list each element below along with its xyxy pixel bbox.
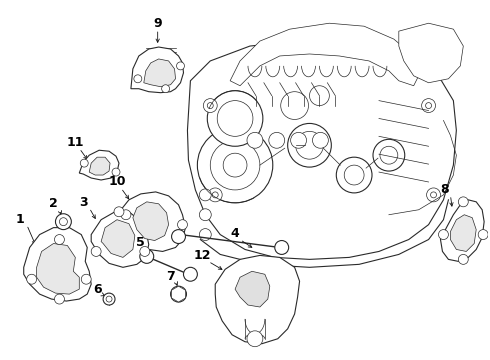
Circle shape <box>114 207 124 217</box>
Circle shape <box>212 192 218 198</box>
Text: 7: 7 <box>166 270 175 283</box>
Circle shape <box>344 165 364 185</box>
Polygon shape <box>450 215 476 251</box>
Polygon shape <box>101 220 135 257</box>
Circle shape <box>140 247 150 256</box>
Text: 2: 2 <box>49 197 58 210</box>
Circle shape <box>431 192 437 198</box>
Circle shape <box>199 189 211 201</box>
Circle shape <box>172 230 185 243</box>
Circle shape <box>59 218 68 226</box>
Circle shape <box>174 290 182 298</box>
Circle shape <box>26 274 37 284</box>
Circle shape <box>162 85 170 93</box>
Circle shape <box>54 294 64 304</box>
Circle shape <box>373 139 405 171</box>
Circle shape <box>427 188 441 202</box>
Polygon shape <box>230 23 418 86</box>
Polygon shape <box>215 255 299 344</box>
Polygon shape <box>441 200 484 261</box>
Circle shape <box>80 159 88 167</box>
Polygon shape <box>79 150 119 180</box>
Text: 8: 8 <box>440 184 449 197</box>
Text: 6: 6 <box>93 283 101 296</box>
Circle shape <box>336 157 372 193</box>
Circle shape <box>106 296 112 302</box>
Circle shape <box>421 99 436 113</box>
Circle shape <box>313 132 328 148</box>
Circle shape <box>134 75 142 83</box>
Text: 1: 1 <box>15 213 24 226</box>
Circle shape <box>426 103 432 109</box>
Text: 3: 3 <box>79 196 88 209</box>
Text: 4: 4 <box>231 227 240 240</box>
Circle shape <box>458 255 468 264</box>
Circle shape <box>103 293 115 305</box>
Polygon shape <box>24 228 91 301</box>
Circle shape <box>199 209 211 221</box>
Circle shape <box>217 100 253 136</box>
Circle shape <box>54 235 64 244</box>
Circle shape <box>295 131 323 159</box>
Circle shape <box>439 230 448 239</box>
Circle shape <box>140 249 154 264</box>
Circle shape <box>176 62 184 70</box>
Circle shape <box>288 123 331 167</box>
Circle shape <box>310 86 329 105</box>
Circle shape <box>171 286 187 302</box>
Circle shape <box>208 188 222 202</box>
Circle shape <box>199 229 211 240</box>
Circle shape <box>207 91 263 146</box>
Text: 11: 11 <box>67 136 84 149</box>
Polygon shape <box>235 271 270 307</box>
Circle shape <box>81 274 91 284</box>
Circle shape <box>223 153 247 177</box>
Circle shape <box>275 240 289 255</box>
Circle shape <box>121 210 131 220</box>
Polygon shape <box>399 23 464 83</box>
Text: 9: 9 <box>153 17 162 30</box>
Circle shape <box>281 92 309 120</box>
Polygon shape <box>188 41 456 260</box>
Circle shape <box>197 127 273 203</box>
Circle shape <box>203 99 217 113</box>
Circle shape <box>183 267 197 281</box>
Circle shape <box>55 214 72 230</box>
Polygon shape <box>131 47 183 93</box>
Circle shape <box>177 220 188 230</box>
Circle shape <box>91 247 101 256</box>
Polygon shape <box>89 157 110 175</box>
Text: 10: 10 <box>108 175 126 189</box>
Circle shape <box>478 230 488 239</box>
Circle shape <box>247 132 263 148</box>
Polygon shape <box>133 202 169 240</box>
Circle shape <box>207 103 213 109</box>
Text: 5: 5 <box>136 236 145 249</box>
Circle shape <box>380 146 398 164</box>
Polygon shape <box>121 192 185 251</box>
Circle shape <box>247 331 263 347</box>
Circle shape <box>291 132 307 148</box>
Polygon shape <box>144 59 175 87</box>
Circle shape <box>112 168 120 176</box>
Circle shape <box>210 140 260 190</box>
Polygon shape <box>91 212 149 267</box>
Circle shape <box>269 132 285 148</box>
Circle shape <box>458 197 468 207</box>
Polygon shape <box>37 243 79 294</box>
Polygon shape <box>172 286 185 302</box>
Text: 12: 12 <box>194 249 211 262</box>
